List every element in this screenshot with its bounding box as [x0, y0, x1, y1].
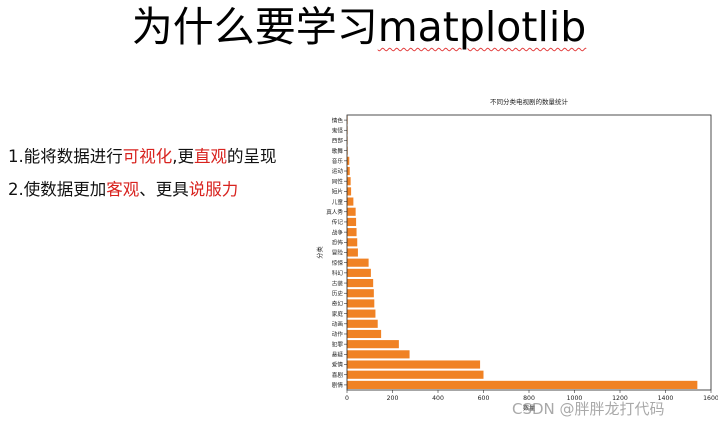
- bullet-1-text-b: ,更: [172, 147, 194, 166]
- y-tick-label: 剧情: [332, 381, 344, 389]
- y-tick-label: 家庭: [332, 310, 344, 318]
- bar: [347, 289, 374, 298]
- bullet-1-highlight-a: 可视化: [122, 147, 173, 166]
- bar: [347, 228, 357, 237]
- bullet-item-1: 1.能将数据进行可视化,更直观的呈现: [8, 146, 277, 168]
- plot-frame: [346, 114, 712, 391]
- bullet-1-highlight-b: 直观: [194, 147, 227, 166]
- bar: [347, 350, 410, 359]
- bar: [347, 238, 358, 247]
- y-axis-label: 分类: [316, 246, 324, 258]
- chart-title: 不同分类电视剧的数量统计: [490, 97, 569, 106]
- y-tick-label: 情色: [332, 116, 344, 124]
- bar: [347, 329, 382, 339]
- bar: [347, 207, 356, 216]
- y-tick-label: 历史: [332, 289, 344, 297]
- x-axis-label: 数量: [523, 404, 535, 412]
- bullet-2-text-a: 2.使数据更加: [8, 180, 107, 199]
- bar: [347, 380, 698, 389]
- x-tick-label: 0: [345, 395, 349, 402]
- bar: [347, 217, 357, 227]
- bar: [347, 197, 354, 206]
- y-tick-label: 科幻: [332, 269, 344, 277]
- y-tick-label: 冒险: [332, 249, 344, 257]
- x-tick-label: 1600: [703, 395, 718, 402]
- y-tick-label: 动作: [332, 330, 344, 338]
- slide-title-en: matplotlib: [377, 3, 587, 51]
- y-tick-label: 奇幻: [332, 300, 344, 308]
- y-tick-label: 惊悚: [332, 259, 344, 267]
- y-tick-label: 传记: [332, 218, 344, 226]
- bar: [347, 309, 376, 318]
- x-tick-label: 800: [523, 395, 535, 402]
- y-tick-label: 西部: [332, 137, 344, 145]
- bar: [347, 258, 369, 267]
- y-tick-label: 真人秀: [326, 208, 343, 216]
- x-tick-label: 1400: [658, 395, 674, 402]
- x-tick-label: 1000: [567, 395, 583, 402]
- y-tick-label: 爱情: [332, 361, 344, 369]
- x-tick-label: 200: [387, 395, 399, 402]
- bar: [347, 166, 350, 176]
- x-tick-label: 400: [432, 395, 444, 402]
- bar: [347, 299, 375, 308]
- bar: [347, 268, 371, 277]
- y-tick-label: 犯罪: [332, 340, 344, 348]
- bar-chart: 不同分类电视剧的数量统计剧情 喜剧 爱情 悬疑 犯罪 动作 动画 家庭 奇幻 历史 古装 科幻 惊悚 冒险…: [300, 90, 718, 432]
- y-tick-label: 动画: [332, 321, 344, 328]
- y-tick-label: 战争: [332, 228, 344, 236]
- slide-title-cn: 为什么要学习: [131, 3, 378, 51]
- bar: [347, 340, 399, 349]
- bar: [347, 319, 378, 328]
- y-tick-label: 音乐: [332, 157, 344, 165]
- watermark: CSDN @胖胖龙打代码: [512, 400, 665, 418]
- y-tick-label: 儿童: [332, 198, 344, 206]
- y-tick-label: 短片: [332, 188, 344, 196]
- bar: [347, 248, 358, 257]
- bullet-2-text-b: 、更具: [139, 180, 189, 199]
- y-tick-label: 恐怖: [332, 239, 344, 247]
- bullet-2-highlight-b: 说服力: [188, 180, 239, 199]
- bar: [347, 187, 352, 196]
- x-tick-label: 1200: [612, 395, 628, 402]
- x-tick-label: 600: [478, 395, 490, 402]
- y-tick-label: 同性: [332, 177, 344, 185]
- bullet-1-text-c: 的呈现: [227, 147, 277, 166]
- y-tick-label: 古装: [332, 279, 344, 287]
- y-tick-label: 喜剧: [332, 371, 344, 379]
- bar: [347, 156, 350, 165]
- bar: [347, 278, 374, 288]
- bullet-1-text-a: 1.能将数据进行: [8, 147, 123, 166]
- bar: [347, 360, 481, 369]
- slide-title: 为什么要学习matplotlib: [0, 2, 718, 52]
- y-tick-label: 歌舞: [332, 147, 344, 155]
- bar: [347, 177, 351, 186]
- y-tick-label: 运动: [332, 167, 344, 175]
- y-tick-label: 悬疑: [332, 351, 344, 359]
- bullet-item-2: 2.使数据更加客观、更具说服力: [8, 179, 277, 201]
- y-tick-label: 鬼怪: [332, 126, 344, 134]
- bar: [347, 370, 484, 379]
- bullet-2-highlight-a: 客观: [106, 180, 140, 199]
- bullet-list: 1.能将数据进行可视化,更直观的呈现 2.使数据更加客观、更具说服力: [8, 146, 277, 212]
